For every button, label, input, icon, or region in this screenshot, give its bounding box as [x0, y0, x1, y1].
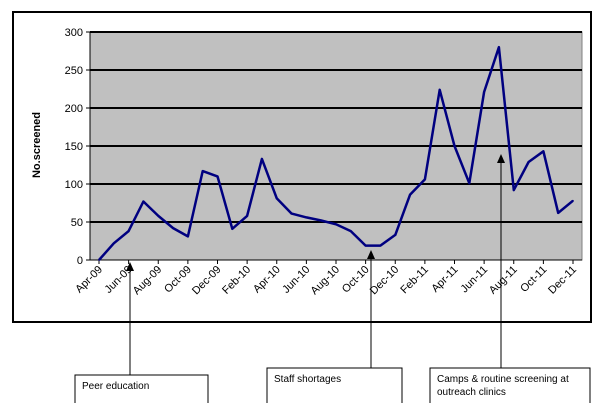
data-point	[527, 161, 530, 163]
data-point	[572, 199, 574, 202]
data-point	[320, 219, 322, 222]
data-point	[275, 197, 278, 200]
annotation-text-1: Staff shortages	[274, 374, 341, 385]
data-point	[424, 178, 426, 181]
data-point	[187, 235, 189, 238]
annotation-box-2	[429, 367, 591, 403]
y-axis-label: No.screened	[31, 112, 43, 178]
annotations: Peer education Staff shortages Camps & rou…	[74, 154, 591, 403]
data-point	[453, 145, 456, 147]
data-point	[231, 228, 234, 230]
data-point	[557, 212, 559, 214]
data-point	[246, 215, 248, 217]
data-point	[172, 227, 174, 229]
data-point	[216, 175, 219, 178]
data-point	[512, 189, 515, 191]
data-point	[438, 88, 441, 91]
y-tick-label-250: 250	[65, 65, 83, 77]
data-point	[350, 230, 352, 232]
annotation-arrowhead-0	[126, 262, 134, 271]
y-tick-label-300: 300	[65, 27, 83, 39]
series-group	[98, 45, 574, 261]
annotation-box-0	[74, 374, 209, 403]
data-point	[542, 150, 545, 153]
data-point	[468, 182, 471, 185]
data-point	[379, 244, 382, 247]
data-point	[98, 259, 100, 261]
y-tick-label-200: 200	[65, 103, 83, 115]
data-point	[157, 215, 160, 217]
data-point	[394, 234, 397, 236]
annotation-text-0: Peer education	[82, 381, 149, 392]
y-tick-label-100: 100	[65, 179, 83, 191]
y-tick-label-50: 50	[71, 217, 83, 229]
y-tick-label-150: 150	[65, 141, 83, 153]
annotation-box-1	[266, 367, 403, 403]
data-point	[498, 46, 500, 48]
data-point	[290, 212, 293, 215]
y-tick-label-0: 0	[77, 255, 83, 267]
data-point	[113, 242, 115, 245]
annotation-arrowhead-1	[367, 250, 375, 259]
data-point	[127, 230, 130, 232]
data-point	[409, 193, 411, 196]
data-point	[305, 216, 308, 219]
data-point	[364, 244, 367, 247]
data-point	[261, 158, 263, 160]
annotation-arrowhead-2	[497, 154, 505, 163]
data-point	[483, 91, 485, 93]
data-point	[201, 170, 204, 172]
data-point	[335, 223, 337, 226]
annotation-text-2: Camps & routine screening at outreach cli…	[437, 374, 569, 398]
data-point	[142, 200, 145, 203]
gridlines	[90, 31, 582, 223]
